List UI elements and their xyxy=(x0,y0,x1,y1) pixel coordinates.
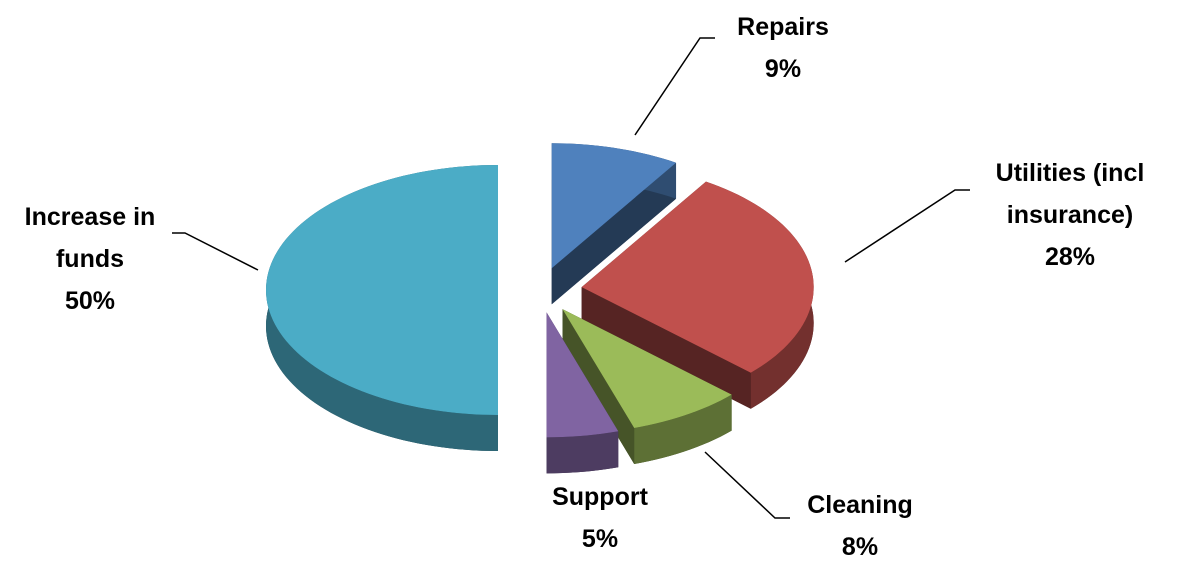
slice-side xyxy=(634,394,732,464)
slice xyxy=(581,181,814,373)
value-label: 5% xyxy=(581,525,619,553)
data-label: Support 5% xyxy=(520,476,680,560)
value-label: 8% xyxy=(841,533,879,561)
data-label: Increase in funds 50% xyxy=(0,196,180,322)
data-label: Utilities (incl insurance) 28% xyxy=(960,152,1180,278)
category-label: Utilities (incl insurance) xyxy=(995,159,1145,229)
slice xyxy=(562,309,732,428)
category-label: Increase in funds xyxy=(24,203,156,273)
slice-side xyxy=(546,431,619,474)
category-label: Support xyxy=(552,483,648,511)
category-label: Cleaning xyxy=(807,491,913,519)
data-label: Repairs 9% xyxy=(693,6,873,90)
value-label: 50% xyxy=(64,287,116,315)
slice xyxy=(266,165,498,415)
slice-edge xyxy=(581,287,751,409)
leader-line xyxy=(634,37,715,136)
leader-line xyxy=(172,232,259,271)
value-label: 9% xyxy=(764,55,802,83)
slice xyxy=(546,312,619,438)
pie xyxy=(266,143,814,474)
leader-line xyxy=(844,189,970,263)
slice xyxy=(551,143,677,269)
data-label: Cleaning 8% xyxy=(770,484,950,568)
leader-line xyxy=(704,451,790,519)
slice-edge xyxy=(551,162,677,305)
category-label: Repairs xyxy=(737,13,829,41)
value-label: 28% xyxy=(1044,243,1096,271)
slice-edge xyxy=(562,309,635,464)
